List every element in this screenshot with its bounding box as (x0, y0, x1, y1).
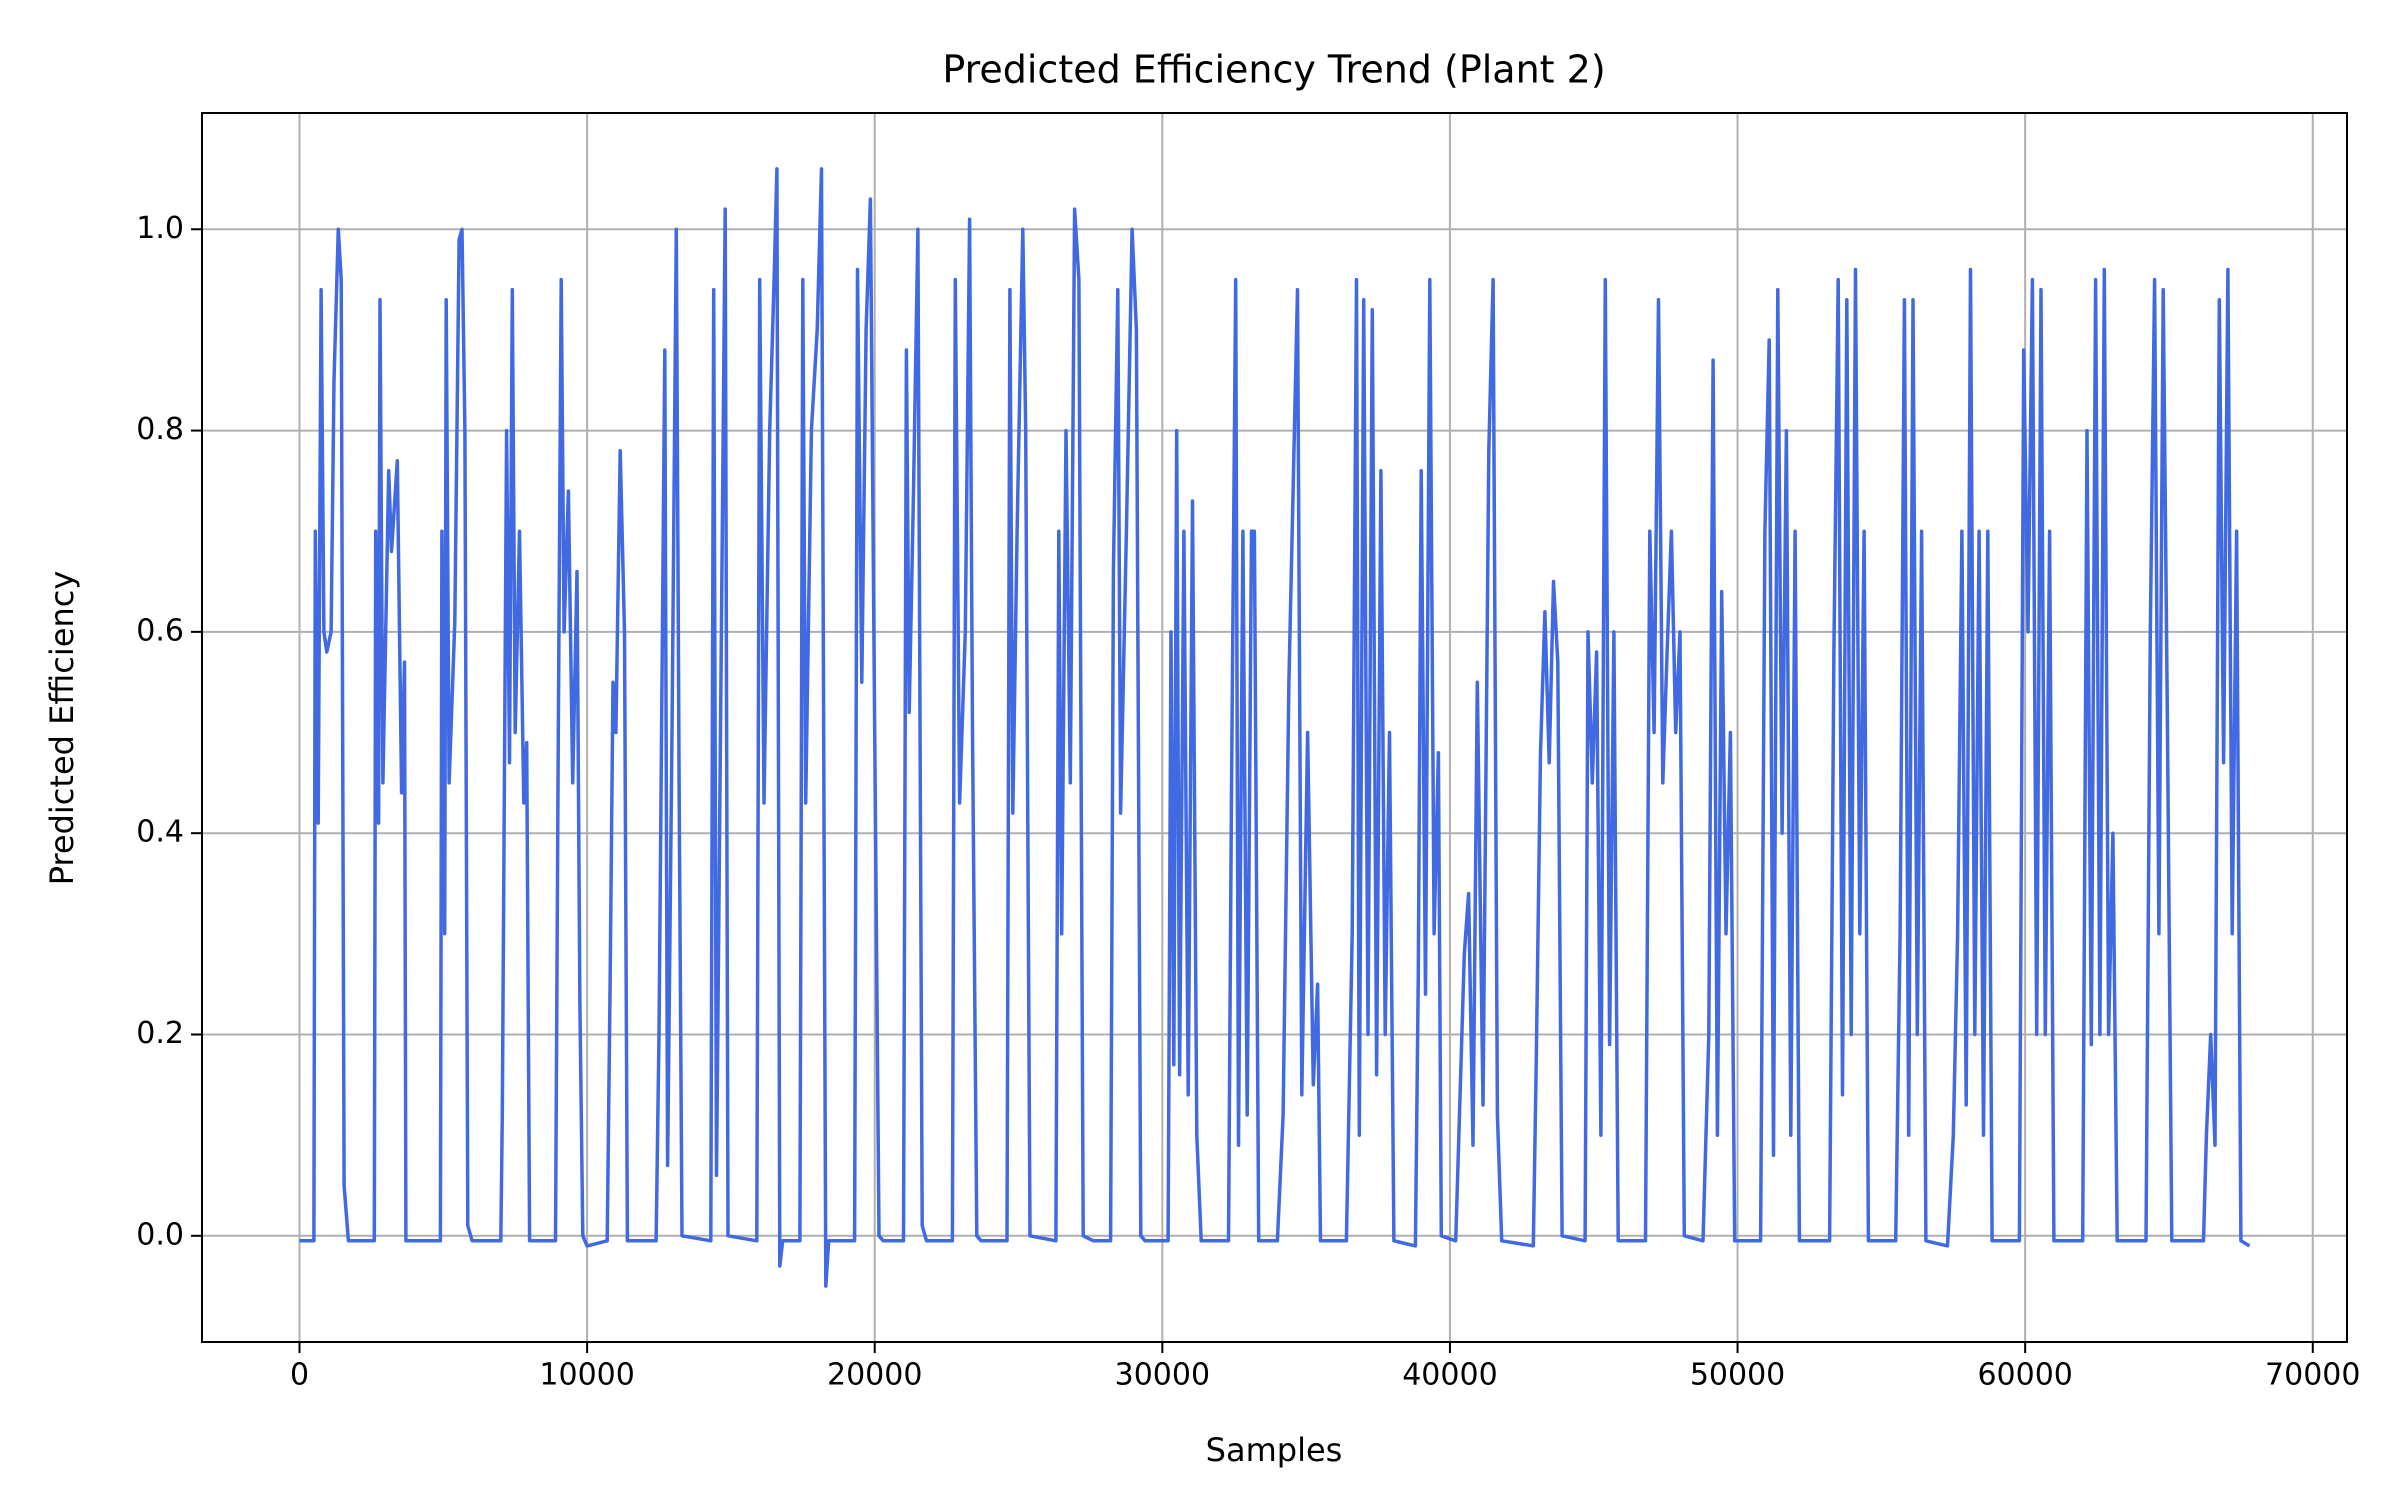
y-axis-label: Predicted Efficiency (43, 571, 81, 886)
x-tick-label: 40000 (1402, 1358, 1497, 1393)
x-axis-label: Samples (1206, 1431, 1343, 1469)
y-tick-label: 0.6 (136, 613, 184, 648)
x-tick-label: 10000 (539, 1358, 634, 1393)
x-tick-label: 60000 (1977, 1358, 2072, 1393)
plot-frame (201, 112, 2348, 1343)
chart-title: Predicted Efficiency Trend (Plant 2) (942, 48, 1605, 92)
data-line (299, 167, 2251, 1288)
y-tick-label: 0.0 (136, 1217, 184, 1252)
y-tick-label: 0.2 (136, 1016, 184, 1051)
x-tick-label: 30000 (1115, 1358, 1210, 1393)
x-tick-label: 0 (290, 1358, 309, 1393)
y-tick-label: 1.0 (136, 211, 184, 246)
y-tick-label: 0.8 (136, 412, 184, 447)
y-tick-label: 0.4 (136, 815, 184, 850)
x-tick-label: 50000 (1690, 1358, 1785, 1393)
x-tick-label: 20000 (827, 1358, 922, 1393)
x-tick-label: 70000 (2265, 1358, 2360, 1393)
